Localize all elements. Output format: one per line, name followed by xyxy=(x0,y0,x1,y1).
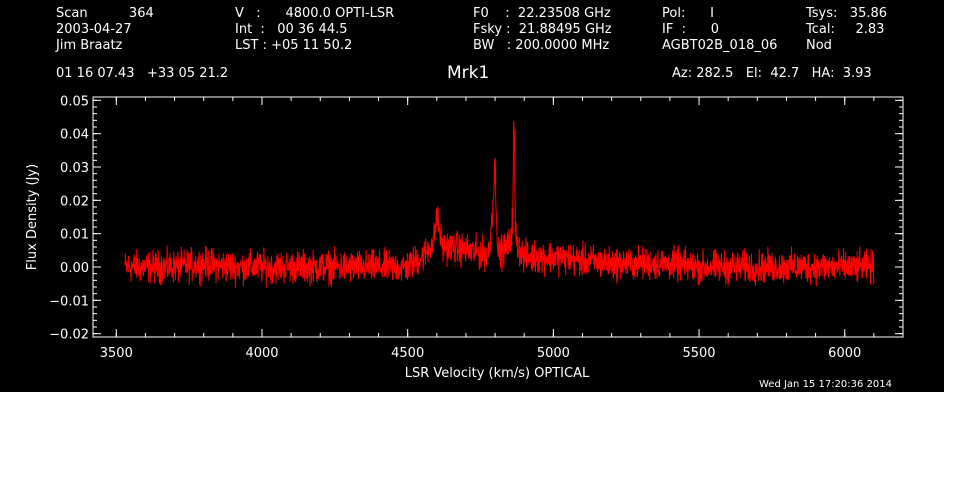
x-tick-label: 5000 xyxy=(537,346,570,361)
spectrum-series xyxy=(124,121,875,288)
polarization: Pol: I xyxy=(662,6,714,21)
sky-frequency: Fsky : 21.88495 GHz xyxy=(473,22,612,37)
lst-info: LST : +05 11 50.2 xyxy=(235,38,353,53)
plot-frame xyxy=(92,96,904,338)
x-tick-label: 5500 xyxy=(682,346,715,361)
x-tick-label: 4000 xyxy=(245,346,278,361)
spectrum-chart: 3500 4000 4500 5000 5500 6000 −0.02 −0.01 0.00 0… xyxy=(25,94,904,381)
y-tick-label: 0.00 xyxy=(60,261,89,276)
project-id: AGBT02B_018_06 xyxy=(662,38,778,53)
calibration-temperature: Tcal: 2.83 xyxy=(806,22,885,37)
plot-timestamp: Wed Jan 15 17:20:36 2014 xyxy=(759,379,893,390)
x-tick-label: 6000 xyxy=(828,346,861,361)
x-tick-labels: 3500 4000 4500 5000 5500 6000 xyxy=(100,346,862,361)
system-temperature: Tsys: 35.86 xyxy=(806,6,888,21)
source-name: Mrk1 xyxy=(447,63,490,83)
y-tick-label: −0.01 xyxy=(49,294,89,309)
if-number: IF : 0 xyxy=(662,22,720,37)
observing-mode: Nod xyxy=(806,38,832,53)
source-coordinates: 01 16 07.43 +33 05 21.2 xyxy=(56,66,229,81)
integration-time: Int : 00 36 44.5 xyxy=(235,22,348,37)
plot-canvas: Scan 364 2003-04-27 Jim Braatz V : 4800.… xyxy=(0,0,944,392)
y-tick-label: 0.02 xyxy=(60,194,89,209)
rest-frequency: F0 : 22.23508 GHz xyxy=(473,6,611,21)
y-axis-label: Flux Density (Jy) xyxy=(25,164,40,270)
y-tick-label: −0.02 xyxy=(49,328,89,343)
y-tick-label: 0.05 xyxy=(60,94,89,109)
x-axis-label: LSR Velocity (km/s) OPTICAL xyxy=(405,366,590,381)
observer-name: Jim Braatz xyxy=(56,38,123,53)
y-tick-label: 0.04 xyxy=(60,128,89,143)
axis-ticks xyxy=(93,97,903,337)
az-el-ha: Az: 282.5 El: 42.7 HA: 3.93 xyxy=(672,66,872,81)
observation-date: 2003-04-27 xyxy=(56,22,132,37)
x-tick-label: 3500 xyxy=(100,346,133,361)
x-tick-label: 4500 xyxy=(391,346,424,361)
velocity-info: V : 4800.0 OPTI-LSR xyxy=(235,6,395,21)
y-tick-labels: −0.02 −0.01 0.00 0.01 0.02 0.03 0.04 0.05 xyxy=(49,94,89,342)
y-tick-label: 0.01 xyxy=(60,228,89,243)
scan-number: Scan 364 xyxy=(56,6,154,21)
bandwidth: BW : 200.0000 MHz xyxy=(473,38,610,53)
y-tick-label: 0.03 xyxy=(60,161,89,176)
